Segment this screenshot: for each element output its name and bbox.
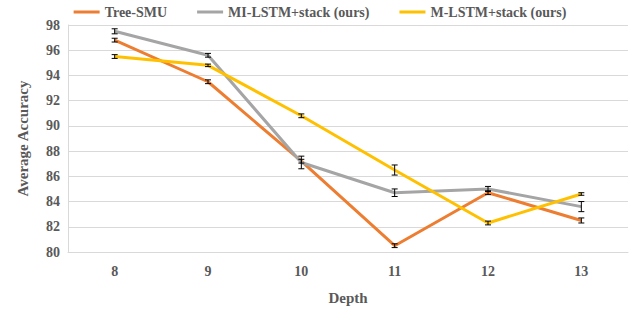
svg-text:88: 88 [46,144,60,159]
svg-text:98: 98 [46,18,60,33]
svg-text:11: 11 [388,264,401,279]
svg-text:12: 12 [481,264,495,279]
svg-text:13: 13 [574,264,588,279]
svg-text:M-LSTM+stack (ours): M-LSTM+stack (ours) [430,5,566,21]
svg-text:96: 96 [46,43,60,58]
svg-text:92: 92 [46,93,60,108]
svg-text:80: 80 [46,245,60,260]
svg-text:Depth: Depth [328,290,368,306]
svg-text:Average Accuracy: Average Accuracy [15,80,31,196]
svg-text:8: 8 [111,264,118,279]
svg-text:MI-LSTM+stack (ours): MI-LSTM+stack (ours) [228,5,370,21]
svg-text:86: 86 [46,169,60,184]
svg-text:82: 82 [46,219,60,234]
svg-text:94: 94 [46,68,60,83]
svg-text:84: 84 [46,194,60,209]
svg-text:90: 90 [46,118,60,133]
svg-text:Tree-SMU: Tree-SMU [105,5,167,20]
svg-text:9: 9 [205,264,212,279]
svg-text:10: 10 [294,264,308,279]
